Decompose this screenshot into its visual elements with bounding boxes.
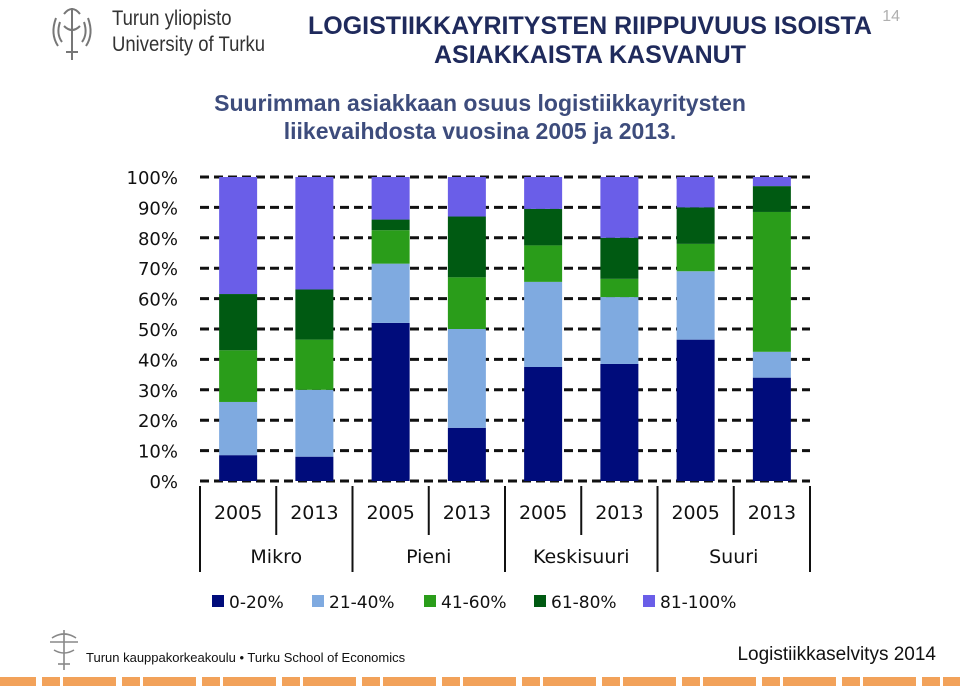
bar-segment-21-40%: [447, 329, 486, 428]
x-category-label: 2013: [290, 502, 338, 524]
y-tick-label: 0%: [149, 472, 178, 493]
bar-segment-81-100%: [447, 177, 486, 217]
university-logo: Turun yliopisto University of Turku: [42, 4, 272, 64]
y-tick-label: 30%: [138, 381, 178, 402]
logo-line-1: Turun yliopisto: [112, 7, 232, 30]
footer-report-title: Logistiikkaselvitys 2014: [737, 644, 936, 665]
bar-segment-81-100%: [219, 177, 258, 295]
bar-segment-41-60%: [600, 278, 639, 298]
y-tick-label: 10%: [138, 442, 178, 463]
bar-segment-0-20%: [524, 367, 563, 481]
legend-swatch: [534, 595, 546, 607]
bar-segment-61-80%: [600, 237, 639, 279]
legend-label: 41-60%: [441, 593, 507, 613]
bar-segment-61-80%: [447, 216, 486, 278]
bar-segment-21-40%: [676, 271, 715, 340]
y-tick-label: 40%: [138, 350, 178, 371]
bar-segment-41-60%: [219, 350, 258, 402]
bar-segment-0-20%: [295, 456, 334, 481]
bar-segment-21-40%: [524, 281, 563, 367]
legend-label: 0-20%: [229, 593, 284, 613]
y-tick-label: 70%: [138, 259, 178, 280]
bar-segment-61-80%: [524, 208, 563, 246]
bar-segment-0-20%: [219, 455, 258, 481]
y-tick-label: 20%: [138, 411, 178, 432]
legend-swatch: [643, 595, 655, 607]
x-group-label: Pieni: [406, 546, 451, 568]
bar-segment-81-100%: [295, 177, 334, 290]
slide-subtitle-line-1: Suurimman asiakkaan osuus logistiikkayri…: [214, 90, 746, 116]
legend-swatch: [312, 595, 324, 607]
slide-title-line-1: LOGISTIIKKAYRITYSTEN RIIPPUVUUS ISOISTA: [308, 12, 872, 40]
slide-subtitle-line-2: liikevaihdosta vuosina 2005 ja 2013.: [283, 118, 677, 144]
bar-segment-61-80%: [752, 186, 791, 212]
bar-segment-81-100%: [752, 177, 791, 187]
footer-color-bar: [0, 677, 960, 686]
bar-segment-81-100%: [676, 177, 715, 208]
bar-segment-21-40%: [295, 389, 334, 457]
bar-segment-0-20%: [600, 363, 639, 481]
bar-segment-61-80%: [295, 289, 334, 340]
x-category-label: 2013: [595, 502, 643, 524]
bar-segment-61-80%: [219, 294, 258, 351]
bar-segment-81-100%: [371, 177, 410, 220]
university-seal-icon: [52, 8, 92, 60]
bar-segment-0-20%: [447, 427, 486, 481]
x-category-label: 2013: [443, 502, 491, 524]
bar-segment-21-40%: [219, 401, 258, 456]
x-category-label: 2005: [671, 502, 719, 524]
bar-segment-61-80%: [371, 219, 410, 231]
bar-segment-41-60%: [447, 277, 486, 329]
legend-label: 61-80%: [551, 593, 617, 613]
legend-label: 21-40%: [329, 593, 395, 613]
legend-swatch: [424, 595, 436, 607]
bar-segment-0-20%: [752, 377, 791, 481]
x-group-label: Mikro: [250, 546, 302, 568]
x-group-label: Keskisuuri: [533, 546, 629, 568]
slide-title-line-2: ASIAKKAISTA KASVANUT: [433, 41, 747, 69]
bar-segment-41-60%: [676, 243, 715, 272]
logo-line-2: University of Turku: [112, 33, 266, 56]
y-tick-label: 50%: [138, 320, 178, 341]
bar-segment-41-60%: [371, 230, 410, 264]
bar-segment-41-60%: [524, 245, 563, 282]
y-tick-label: 60%: [138, 290, 178, 311]
slide-subtitle: Suurimman asiakkaan osuus logistiikkayri…: [150, 89, 810, 145]
x-category-label: 2005: [366, 502, 414, 524]
slide-title: LOGISTIIKKAYRITYSTEN RIIPPUVUUS ISOISTA …: [280, 12, 900, 70]
bar-segment-21-40%: [752, 351, 791, 378]
legend-swatch: [212, 595, 224, 607]
x-category-label: 2005: [519, 502, 567, 524]
bar-segment-21-40%: [371, 263, 410, 323]
bar-segment-81-100%: [524, 177, 563, 209]
logo-text: Turun yliopisto University of Turku: [112, 6, 265, 58]
bar-segment-0-20%: [676, 339, 715, 481]
bar-segment-61-80%: [676, 207, 715, 244]
y-tick-label: 90%: [138, 198, 178, 219]
bar-segment-81-100%: [600, 177, 639, 238]
footer-school: Turun kauppakorkeakoulu • Turku School o…: [86, 650, 406, 665]
legend-label: 81-100%: [660, 593, 736, 613]
bar-segment-41-60%: [295, 339, 334, 390]
x-category-label: 2005: [214, 502, 262, 524]
x-category-label: 2013: [748, 502, 796, 524]
x-group-label: Suuri: [709, 546, 758, 568]
bar-segment-0-20%: [371, 322, 410, 481]
y-tick-label: 80%: [138, 229, 178, 250]
bar-segment-41-60%: [752, 211, 791, 352]
university-small-seal-icon: [50, 630, 78, 670]
bar-segment-21-40%: [600, 297, 639, 364]
y-tick-label: 100%: [127, 168, 178, 189]
page-number: 14: [882, 8, 900, 25]
